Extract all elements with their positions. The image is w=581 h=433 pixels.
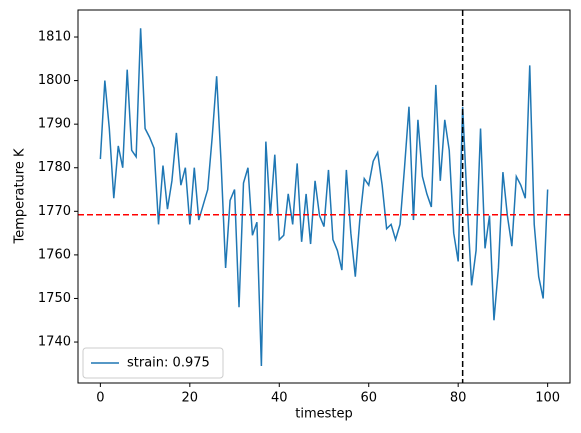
y-tick-label: 1750 xyxy=(38,291,71,306)
x-tick-label: 80 xyxy=(450,391,467,406)
legend-box xyxy=(82,347,224,379)
y-axis-label: Temperature K xyxy=(13,148,28,244)
x-tick-label: 40 xyxy=(271,391,288,406)
x-tick-label: 20 xyxy=(182,391,199,406)
y-tick-label: 1760 xyxy=(38,247,71,262)
y-tick-label: 1800 xyxy=(38,73,71,88)
legend-label: strain: 0.975 xyxy=(127,356,210,371)
x-axis-label: timestep xyxy=(295,407,353,422)
x-tick-label: 0 xyxy=(96,391,104,406)
legend: strain: 0.975 xyxy=(82,347,224,379)
y-tick-label: 1810 xyxy=(38,30,71,45)
data-line xyxy=(99,28,549,367)
x-tick-label: 60 xyxy=(360,391,377,406)
y-tick-label: 1780 xyxy=(38,160,71,175)
plot-frame xyxy=(77,9,571,384)
y-tick-label: 1790 xyxy=(38,117,71,132)
x-tick-label: 100 xyxy=(535,391,560,406)
y-tick-label: 1740 xyxy=(38,335,71,350)
y-tick-label: 1770 xyxy=(38,204,71,219)
